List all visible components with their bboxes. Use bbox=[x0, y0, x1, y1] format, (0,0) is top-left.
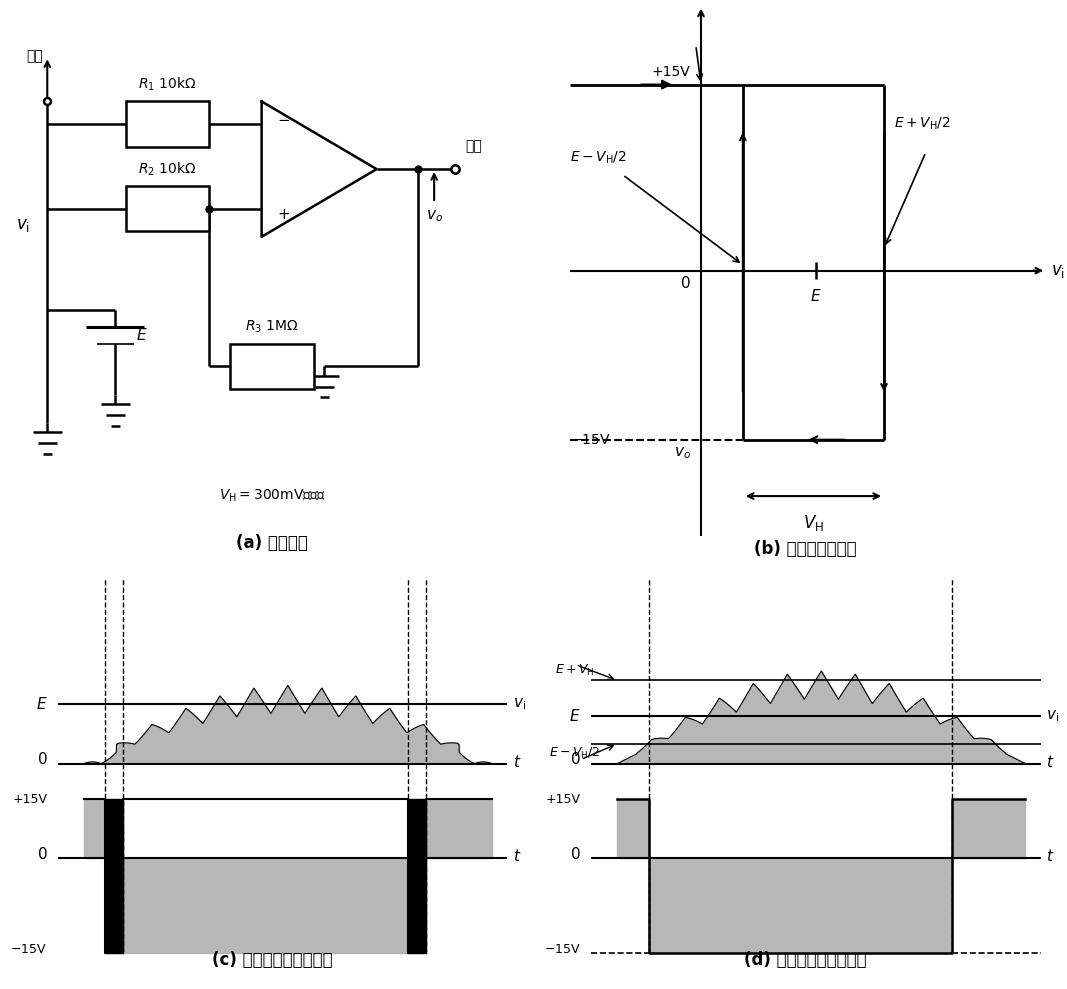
Text: $E+V_\mathrm{H}/2$: $E+V_\mathrm{H}/2$ bbox=[894, 116, 951, 133]
Text: $E$: $E$ bbox=[35, 696, 47, 712]
Text: (a) 基本电路: (a) 基本电路 bbox=[236, 534, 308, 553]
Text: 0: 0 bbox=[571, 752, 580, 767]
Text: (c) 无迟滞时的输出波形: (c) 无迟滞时的输出波形 bbox=[211, 951, 333, 969]
Text: 输入: 输入 bbox=[27, 49, 43, 63]
Text: $E-V_\mathrm{H}/2$: $E-V_\mathrm{H}/2$ bbox=[550, 746, 601, 762]
Text: +15V: +15V bbox=[545, 792, 580, 806]
Bar bbox=[126, 186, 209, 231]
Text: $v_\mathrm{i}$: $v_\mathrm{i}$ bbox=[1046, 708, 1060, 724]
Text: $-$: $-$ bbox=[277, 111, 290, 126]
Text: $t$: $t$ bbox=[1046, 754, 1054, 769]
Bar bbox=[126, 102, 209, 146]
Text: $E$: $E$ bbox=[569, 708, 580, 724]
Text: $E$: $E$ bbox=[137, 327, 147, 343]
Text: $t$: $t$ bbox=[512, 754, 521, 769]
Text: $v_\mathrm{i}$: $v_\mathrm{i}$ bbox=[1051, 261, 1065, 280]
Text: (b) 迟滞与不敏感带: (b) 迟滞与不敏感带 bbox=[754, 540, 857, 558]
Text: $t$: $t$ bbox=[1046, 849, 1054, 864]
Text: 0: 0 bbox=[571, 847, 580, 862]
Text: 0: 0 bbox=[37, 847, 47, 862]
Text: $E+V_\mathrm{H}$: $E+V_\mathrm{H}$ bbox=[555, 663, 594, 678]
Text: $R_1\ 10\mathrm{k}\Omega$: $R_1\ 10\mathrm{k}\Omega$ bbox=[139, 75, 196, 93]
Text: +15V: +15V bbox=[12, 792, 47, 806]
Text: $-15\mathrm{V}$: $-15\mathrm{V}$ bbox=[570, 433, 611, 447]
Text: $E-V_\mathrm{H}/2$: $E-V_\mathrm{H}/2$ bbox=[570, 149, 626, 166]
Text: 0: 0 bbox=[37, 752, 47, 767]
Bar bbox=[230, 344, 314, 389]
Text: $V_\mathrm{H}=300\mathrm{mV}$的例子: $V_\mathrm{H}=300\mathrm{mV}$的例子 bbox=[219, 488, 325, 504]
Text: (d) 有迟滞时的输出波形: (d) 有迟滞时的输出波形 bbox=[745, 951, 866, 969]
Text: $t$: $t$ bbox=[512, 849, 521, 864]
Polygon shape bbox=[261, 102, 377, 236]
Text: $-15\mathrm{V}$: $-15\mathrm{V}$ bbox=[544, 943, 580, 956]
Text: $V_\mathrm{H}$: $V_\mathrm{H}$ bbox=[803, 513, 824, 533]
Text: $R_2\ 10\mathrm{k}\Omega$: $R_2\ 10\mathrm{k}\Omega$ bbox=[139, 160, 196, 178]
Text: $R_3\ 1\mathrm{M}\Omega$: $R_3\ 1\mathrm{M}\Omega$ bbox=[245, 319, 299, 335]
Text: 输出: 输出 bbox=[465, 139, 482, 153]
Text: $E$: $E$ bbox=[810, 288, 822, 304]
Text: $+$: $+$ bbox=[277, 207, 290, 222]
Text: 0: 0 bbox=[681, 276, 690, 291]
Text: $-15\mathrm{V}$: $-15\mathrm{V}$ bbox=[11, 943, 47, 956]
Text: +15V: +15V bbox=[652, 65, 690, 79]
Text: $v_\mathrm{i}$: $v_\mathrm{i}$ bbox=[16, 217, 30, 234]
Text: $v_\mathrm{i}$: $v_\mathrm{i}$ bbox=[512, 696, 526, 712]
Text: $v_o$: $v_o$ bbox=[673, 445, 690, 461]
Text: $v_o$: $v_o$ bbox=[426, 209, 443, 225]
